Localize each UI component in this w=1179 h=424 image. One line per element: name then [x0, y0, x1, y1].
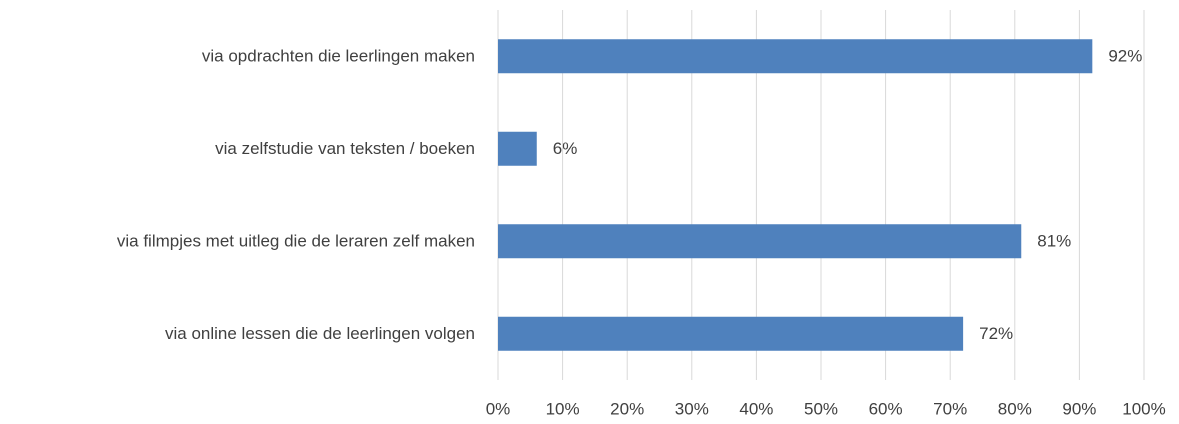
value-label: 92% [1108, 47, 1142, 66]
value-label: 6% [553, 139, 578, 158]
bar [498, 39, 1093, 74]
y-tick-label: via online lessen die de leerlingen volg… [165, 324, 475, 343]
value-label: 81% [1037, 232, 1071, 251]
y-tick-label: via opdrachten die leerlingen maken [202, 47, 475, 66]
x-tick-label: 100% [1122, 399, 1165, 418]
y-tick-label: via zelfstudie van teksten / boeken [215, 139, 475, 158]
x-tick-label: 70% [933, 399, 967, 418]
value-label: 72% [979, 324, 1013, 343]
x-tick-label: 0% [486, 399, 511, 418]
x-tick-label: 60% [869, 399, 903, 418]
x-tick-label: 30% [675, 399, 709, 418]
x-tick-label: 80% [998, 399, 1032, 418]
x-tick-label: 40% [739, 399, 773, 418]
x-tick-label: 20% [610, 399, 644, 418]
x-tick-label: 50% [804, 399, 838, 418]
x-tick-label: 10% [546, 399, 580, 418]
y-tick-label: via filmpjes met uitleg die de leraren z… [117, 232, 475, 251]
bar [498, 131, 537, 166]
x-tick-label: 90% [1062, 399, 1096, 418]
bar [498, 316, 964, 351]
bar [498, 224, 1022, 259]
